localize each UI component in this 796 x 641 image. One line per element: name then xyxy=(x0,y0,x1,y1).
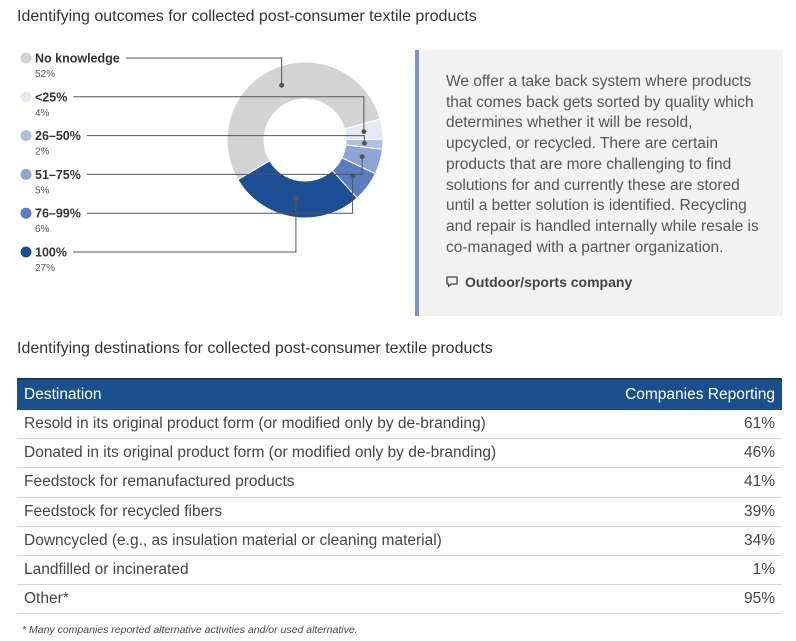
quote-text: We offer a take back system where produc… xyxy=(446,72,761,258)
quote-panel: We offer a take back system where produc… xyxy=(415,50,783,316)
row-destination: Donated in its original product form (or… xyxy=(17,439,589,468)
destinations-title: Identifying destinations for collected p… xyxy=(17,340,493,358)
leader-dot-25 xyxy=(361,129,366,134)
column-header-companies-reporting: Companies Reporting xyxy=(589,379,782,410)
legend-label-no-knowledge: No knowledge xyxy=(35,52,120,66)
legend-dot-25 xyxy=(21,91,32,102)
leader-dot-100 xyxy=(293,196,298,201)
row-percentage: 41% xyxy=(589,468,782,497)
table-row: Other* 95% xyxy=(17,585,782,614)
legend-dot-100 xyxy=(21,247,32,258)
outcomes-donut-chart: No knowledge 52% <25% 4% 26–50% 2% 51–75% 5% 76–… xyxy=(0,40,400,290)
legend-label-100: 100% xyxy=(35,246,67,260)
legend-value-100: 27% xyxy=(35,263,55,274)
quote-attribution: Outdoor/sports company xyxy=(446,274,632,290)
table-row: Landfilled or incinerated 1% xyxy=(17,555,782,584)
row-percentage: 34% xyxy=(589,526,782,555)
row-destination: Resold in its original product form (or … xyxy=(17,410,589,439)
row-percentage: 61% xyxy=(589,410,782,439)
leader-line-100 xyxy=(73,199,296,252)
table-row: Donated in its original product form (or… xyxy=(17,439,782,468)
row-percentage: 46% xyxy=(589,439,782,468)
legend-value-76-99: 6% xyxy=(35,224,50,235)
row-destination: Other* xyxy=(17,585,589,614)
legend-value-no-knowledge: 52% xyxy=(35,69,55,80)
destinations-table: Destination Companies Reporting Resold i… xyxy=(17,378,782,614)
table-row: Feedstock for recycled fibers 39% xyxy=(17,497,782,526)
column-header-destination: Destination xyxy=(17,379,589,410)
leader-dot-76-99 xyxy=(350,173,355,178)
legend-label-76-99: 76–99% xyxy=(35,207,81,221)
table-header-row: Destination Companies Reporting xyxy=(17,379,782,410)
legend-label-25: <25% xyxy=(35,90,67,104)
legend-value-25: 4% xyxy=(35,108,50,119)
table-row: Resold in its original product form (or … xyxy=(17,410,782,439)
legend-dot-51-75 xyxy=(21,169,32,180)
row-destination: Downcycled (e.g., as insulation material… xyxy=(17,526,589,555)
table-row: Feedstock for remanufactured products 41… xyxy=(17,468,782,497)
leader-dot-26-50 xyxy=(362,141,367,146)
legend-label-26-50: 26–50% xyxy=(35,129,81,143)
row-percentage: 95% xyxy=(589,585,782,614)
quote-attribution-label: Outdoor/sports company xyxy=(465,274,632,290)
row-percentage: 39% xyxy=(589,497,782,526)
legend-dot-76-99 xyxy=(21,208,32,219)
row-percentage: 1% xyxy=(589,555,782,584)
leader-dot-51-75 xyxy=(360,154,365,159)
leader-dot-no-knowledge xyxy=(279,83,284,88)
outcomes-title: Identifying outcomes for collected post-… xyxy=(17,8,477,26)
legend-label-51-75: 51–75% xyxy=(35,168,81,182)
leader-line-26-50 xyxy=(87,136,365,144)
legend-dot-no-knowledge xyxy=(21,53,32,64)
row-destination: Feedstock for remanufactured products xyxy=(17,468,589,497)
legend-value-26-50: 2% xyxy=(35,147,50,158)
table-row: Downcycled (e.g., as insulation material… xyxy=(17,526,782,555)
leader-line-51-75 xyxy=(87,157,362,175)
footnote: * Many companies reported alternative ac… xyxy=(22,624,358,636)
row-destination: Feedstock for recycled fibers xyxy=(17,497,589,526)
row-destination: Landfilled or incinerated xyxy=(17,555,589,584)
legend-dot-26-50 xyxy=(21,130,32,141)
legend-value-51-75: 5% xyxy=(35,185,50,196)
speech-bubble-icon xyxy=(446,276,458,288)
